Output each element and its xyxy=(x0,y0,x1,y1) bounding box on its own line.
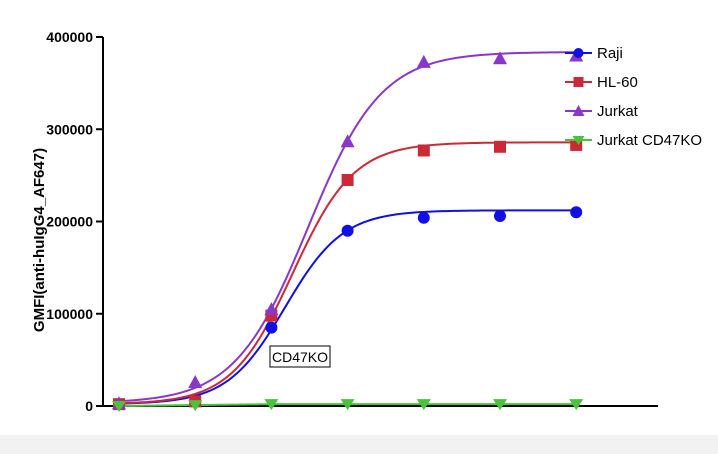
legend-label: HL-60 xyxy=(597,74,638,91)
legend-label: Jurkat xyxy=(597,103,639,120)
y-tick-label: 300000 xyxy=(46,121,93,137)
data-point-jurkat-cd47ko xyxy=(188,400,203,412)
bottom-strip xyxy=(0,435,718,454)
data-point-raji xyxy=(570,206,583,219)
data-point-hl-60 xyxy=(494,140,506,153)
legend: Raji HL-60 Jurkat Jurkat CD47KO xyxy=(565,45,702,149)
legend-item-raji: Raji xyxy=(565,45,623,62)
curve-raji xyxy=(118,209,577,405)
data-point-raji xyxy=(494,209,506,222)
annotation-text: CD47KO xyxy=(272,349,328,365)
data-point-jurkat-cd47ko xyxy=(264,399,279,411)
legend-marker-triangle-up xyxy=(572,105,585,116)
data-point-jurkat-cd47ko xyxy=(569,399,584,411)
legend-marker-square xyxy=(573,77,584,87)
data-points xyxy=(112,48,584,412)
data-point-jurkat-cd47ko xyxy=(340,399,355,411)
data-point-hl-60 xyxy=(341,173,354,186)
legend-marker-circle xyxy=(573,48,584,58)
data-point-raji xyxy=(417,211,430,224)
legend-label: Raji xyxy=(597,45,623,62)
data-point-raji xyxy=(265,321,278,334)
y-tick-label: 400000 xyxy=(46,29,93,45)
y-tick-label: 100000 xyxy=(46,306,93,322)
data-point-jurkat-cd47ko xyxy=(112,401,126,412)
legend-label: Jurkat CD47KO xyxy=(597,132,702,149)
data-point-jurkat-cd47ko xyxy=(493,399,507,411)
data-point-jurkat-cd47ko xyxy=(416,399,431,411)
axes: 0 100000 200000 300000 400000 xyxy=(46,29,658,414)
data-point-hl-60 xyxy=(417,144,430,157)
data-point-raji xyxy=(341,224,354,237)
data-point-jurkat xyxy=(264,302,279,316)
legend-item-jurkat: Jurkat xyxy=(565,103,639,120)
data-point-jurkat xyxy=(340,134,355,148)
data-point-jurkat xyxy=(188,375,203,389)
y-tick-label: 0 xyxy=(85,398,93,414)
legend-marker-triangle-down xyxy=(572,136,585,145)
data-point-jurkat xyxy=(493,51,507,65)
data-point-jurkat xyxy=(416,54,431,68)
y-axis-label: GMFI(anti-huIgG4_AF647) xyxy=(31,148,48,332)
y-tick-label: 200000 xyxy=(46,214,93,230)
legend-item-hl-60: HL-60 xyxy=(565,74,638,91)
legend-item-jurkat-cd47ko: Jurkat CD47KO xyxy=(565,132,702,149)
chart: 0 100000 200000 300000 400000 Raji HL-60 Jurka… xyxy=(31,29,702,414)
annotation-box: CD47KO xyxy=(269,345,331,368)
